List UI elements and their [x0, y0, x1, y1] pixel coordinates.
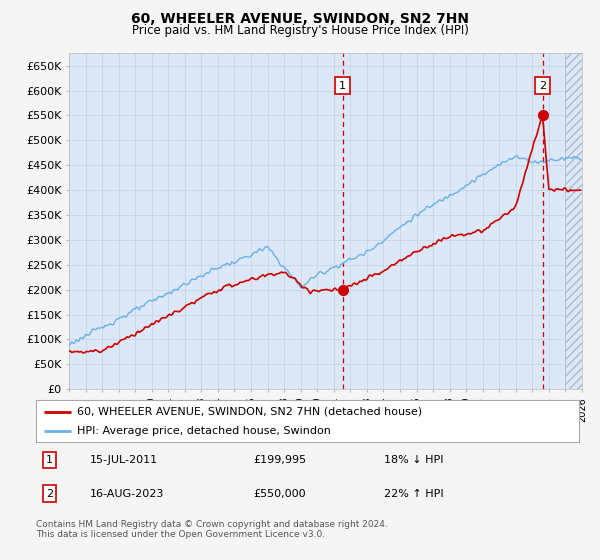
Text: £199,995: £199,995	[253, 455, 307, 465]
Text: HPI: Average price, detached house, Swindon: HPI: Average price, detached house, Swin…	[77, 426, 331, 436]
Text: Price paid vs. HM Land Registry's House Price Index (HPI): Price paid vs. HM Land Registry's House …	[131, 24, 469, 36]
Bar	[565, 53, 582, 389]
Text: 2: 2	[46, 488, 53, 498]
Text: £550,000: £550,000	[253, 488, 306, 498]
Text: 1: 1	[339, 81, 346, 91]
Text: 60, WHEELER AVENUE, SWINDON, SN2 7HN (detached house): 60, WHEELER AVENUE, SWINDON, SN2 7HN (de…	[77, 407, 422, 417]
Text: Contains HM Land Registry data © Crown copyright and database right 2024.
This d: Contains HM Land Registry data © Crown c…	[36, 520, 388, 539]
Text: 60, WHEELER AVENUE, SWINDON, SN2 7HN: 60, WHEELER AVENUE, SWINDON, SN2 7HN	[131, 12, 469, 26]
Text: 1: 1	[46, 455, 53, 465]
Text: 15-JUL-2011: 15-JUL-2011	[91, 455, 158, 465]
Text: 2: 2	[539, 81, 546, 91]
Text: 16-AUG-2023: 16-AUG-2023	[91, 488, 164, 498]
Text: 18% ↓ HPI: 18% ↓ HPI	[383, 455, 443, 465]
Text: 22% ↑ HPI: 22% ↑ HPI	[383, 488, 443, 498]
